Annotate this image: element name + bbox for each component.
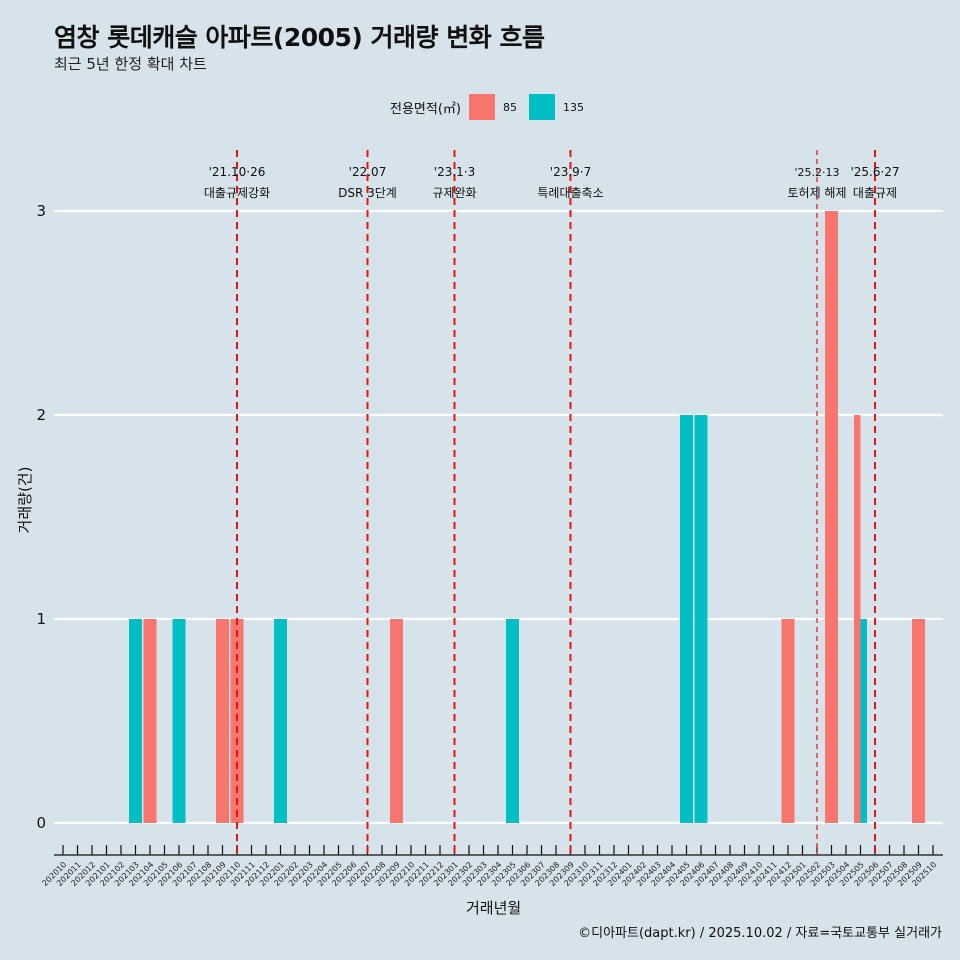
event-label: 특례대출축소 [537,186,603,200]
bar-85-202412 [781,619,795,823]
y-tick-label: 1 [36,610,46,628]
event-label: 토허제 해제 [787,186,846,200]
chart-title: 염창 롯데캐슬 아파트(2005) 거래량 변화 흐름 [54,23,545,52]
bar-135-202505 [860,619,867,823]
bar-135-202106 [172,619,186,823]
event-date: '23.9·7 [550,165,591,179]
event-date: '25.2·13 [794,166,839,179]
event-label: 대출규제 [853,186,897,200]
legend-label-135: 135 [562,100,584,114]
y-tick-label: 2 [36,406,46,424]
y-tick-label: 3 [36,202,46,220]
bar-85-202509 [912,619,925,823]
y-axis-label: 거래량(건) [16,466,34,534]
legend: 전용면적(㎡) 85 135 [390,94,596,120]
caption: ©디아파트(dapt.kr) / 2025.10.02 / 자료=국토교통부 실… [578,926,942,941]
event-label: 대출규제강화 [204,186,270,200]
event-label: 규제완화 [432,186,476,200]
bar-135-202305 [506,619,519,823]
chart-subtitle: 최근 5년 한정 확대 차트 [54,55,207,73]
event-date: '21.10·26 [209,165,266,179]
legend-title: 전용면적(㎡) [390,101,461,117]
bar-135-202103 [129,619,142,823]
bar-85-202109 [216,619,229,823]
x-axis-label: 거래년월 [466,899,522,917]
bar-85-202209 [390,619,403,823]
event-date: '23.1·3 [434,165,475,179]
legend-swatch-85 [468,94,495,120]
bar-135-202405 [680,415,693,823]
event-label: DSR 3단계 [338,186,397,200]
bar-135-202201 [274,619,287,823]
event-date: '22.07 [349,165,387,179]
bar-135-202406 [694,415,708,823]
legend-swatch-135 [528,94,555,120]
bar-85-202505 [854,415,861,823]
bar-85-202110 [230,619,244,823]
y-tick-label: 0 [36,814,46,832]
event-date: '25.6·27 [850,165,899,179]
legend-label-85: 85 [502,100,517,114]
bar-85-202503 [825,211,838,823]
bar-85-202104 [143,619,157,823]
